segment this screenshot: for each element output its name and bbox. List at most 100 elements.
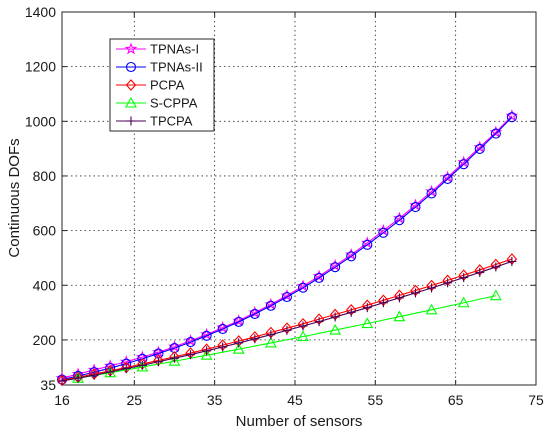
data-point-tpnas-ii <box>233 316 244 327</box>
legend-marker <box>126 116 136 126</box>
x-axis-ticks: 16 25 35 45 55 65 75 <box>54 12 544 408</box>
data-point-tpcpa <box>250 334 260 344</box>
legend-marker <box>125 96 137 108</box>
y-tick-label: 1200 <box>25 59 56 75</box>
x-tick-label: 35 <box>207 392 223 408</box>
data-point-s-cppa <box>232 343 245 354</box>
data-point-tpcpa <box>234 338 244 348</box>
data-point-tpnas-ii <box>394 215 405 226</box>
data-point-tpnas-ii <box>426 188 437 199</box>
data-point-tpcpa <box>73 373 83 383</box>
data-point-s-cppa <box>425 303 438 315</box>
data-point-tpnas-ii <box>506 112 517 123</box>
x-tick-label: 16 <box>54 392 70 408</box>
y-tick-label: 200 <box>33 332 57 348</box>
series-tpnas-ii <box>56 112 517 385</box>
data-point-tpcpa <box>57 376 67 386</box>
data-point-tpnas-ii <box>330 262 341 273</box>
data-point-tpnas-ii <box>442 173 453 185</box>
data-point-tpcpa <box>330 312 340 322</box>
x-tick-label: 45 <box>287 392 303 408</box>
data-point-tpnas-ii <box>217 323 228 335</box>
y-tick-label: 1000 <box>25 113 56 129</box>
legend-marker <box>125 61 137 73</box>
data-point-s-cppa <box>168 355 181 366</box>
y-tick-label: 35 <box>40 377 56 393</box>
y-axis-ticks: 35 200 400 600 800 1000 1200 1400 <box>25 4 536 393</box>
data-point-tpnas-ii <box>410 202 421 213</box>
data-point-s-cppa <box>329 323 342 335</box>
x-tick-label: 55 <box>368 392 384 408</box>
data-point-tpcpa <box>427 283 437 293</box>
data-point-tpcpa <box>218 342 228 352</box>
grid <box>62 12 536 385</box>
data-point-tpnas-ii <box>297 282 309 293</box>
data-point-tpcpa <box>475 267 485 277</box>
data-point-s-cppa <box>457 296 470 308</box>
data-point-tpcpa <box>298 321 308 331</box>
x-axis-label: Number of sensors <box>236 413 363 430</box>
data-point-tpcpa <box>378 298 388 308</box>
data-point-tpnas-ii <box>185 337 196 348</box>
y-tick-label: 1400 <box>25 4 56 20</box>
data-point-s-cppa <box>297 330 309 342</box>
data-point-tpnas-ii <box>201 330 212 341</box>
series-s-cppa <box>72 289 502 383</box>
data-point-tpnas-ii <box>458 159 469 170</box>
data-point-tpcpa <box>507 256 517 266</box>
data-point-s-cppa <box>361 317 374 329</box>
x-tick-label: 65 <box>448 392 464 408</box>
data-point-tpnas-ii <box>346 251 357 262</box>
data-point-tpcpa <box>362 303 372 313</box>
x-tick-label: 75 <box>528 392 544 408</box>
series-group <box>55 109 519 387</box>
data-point-tpcpa <box>394 293 404 303</box>
legend-marker <box>125 79 137 91</box>
data-point-s-cppa <box>200 349 213 360</box>
data-point-tpcpa <box>153 357 163 367</box>
data-point-tpcpa <box>89 370 99 380</box>
data-point-tpcpa <box>105 367 115 377</box>
y-tick-label: 800 <box>33 168 57 184</box>
data-point-tpnas-ii <box>490 128 501 139</box>
data-point-s-cppa <box>489 289 502 301</box>
data-point-tpnas-ii <box>281 291 292 303</box>
legend-item-label: S-CPPA <box>150 96 198 111</box>
data-point-tpnas-ii <box>362 239 373 250</box>
data-point-s-cppa <box>393 310 406 322</box>
x-tick-label: 25 <box>127 392 143 408</box>
series-tpcpa <box>57 256 517 386</box>
data-point-tpcpa <box>121 364 131 374</box>
data-point-tpcpa <box>314 317 324 327</box>
data-point-tpcpa <box>491 262 501 272</box>
series-line-tpnas-i <box>61 115 513 379</box>
y-tick-label: 600 <box>33 223 57 239</box>
data-point-tpnas-ii <box>314 272 325 283</box>
legend-item-label: TPNAs-I <box>150 42 199 57</box>
data-point-tpcpa <box>266 330 276 340</box>
legend-item-label: TPCPA <box>150 114 193 129</box>
legend-marker <box>124 42 138 55</box>
series-line-s-cppa <box>77 295 496 379</box>
data-point-tpcpa <box>282 325 292 335</box>
legend-item-label: TPNAs-II <box>150 60 203 75</box>
data-point-tpcpa <box>186 350 196 360</box>
legend-item-label: PCPA <box>150 78 185 93</box>
data-point-tpcpa <box>410 288 420 298</box>
data-point-tpnas-ii <box>249 308 260 320</box>
y-axis-label: Continuous DOFs <box>6 138 23 257</box>
data-point-tpcpa <box>169 353 179 363</box>
y-tick-label: 400 <box>33 277 57 293</box>
data-point-tpcpa <box>443 278 453 288</box>
data-point-tpcpa <box>346 307 356 317</box>
data-point-s-cppa <box>264 336 277 348</box>
data-point-tpnas-ii <box>378 227 389 238</box>
data-point-s-cppa <box>136 360 149 372</box>
legend: TPNAs-I TPNAs-II PCPA S-CPPA TPCPA <box>109 38 215 132</box>
series-line-tpnas-ii <box>61 116 513 381</box>
data-point-tpcpa <box>202 346 212 356</box>
data-point-tpcpa <box>137 360 147 370</box>
data-point-tpcpa <box>459 273 469 283</box>
data-point-tpnas-ii <box>474 143 485 154</box>
